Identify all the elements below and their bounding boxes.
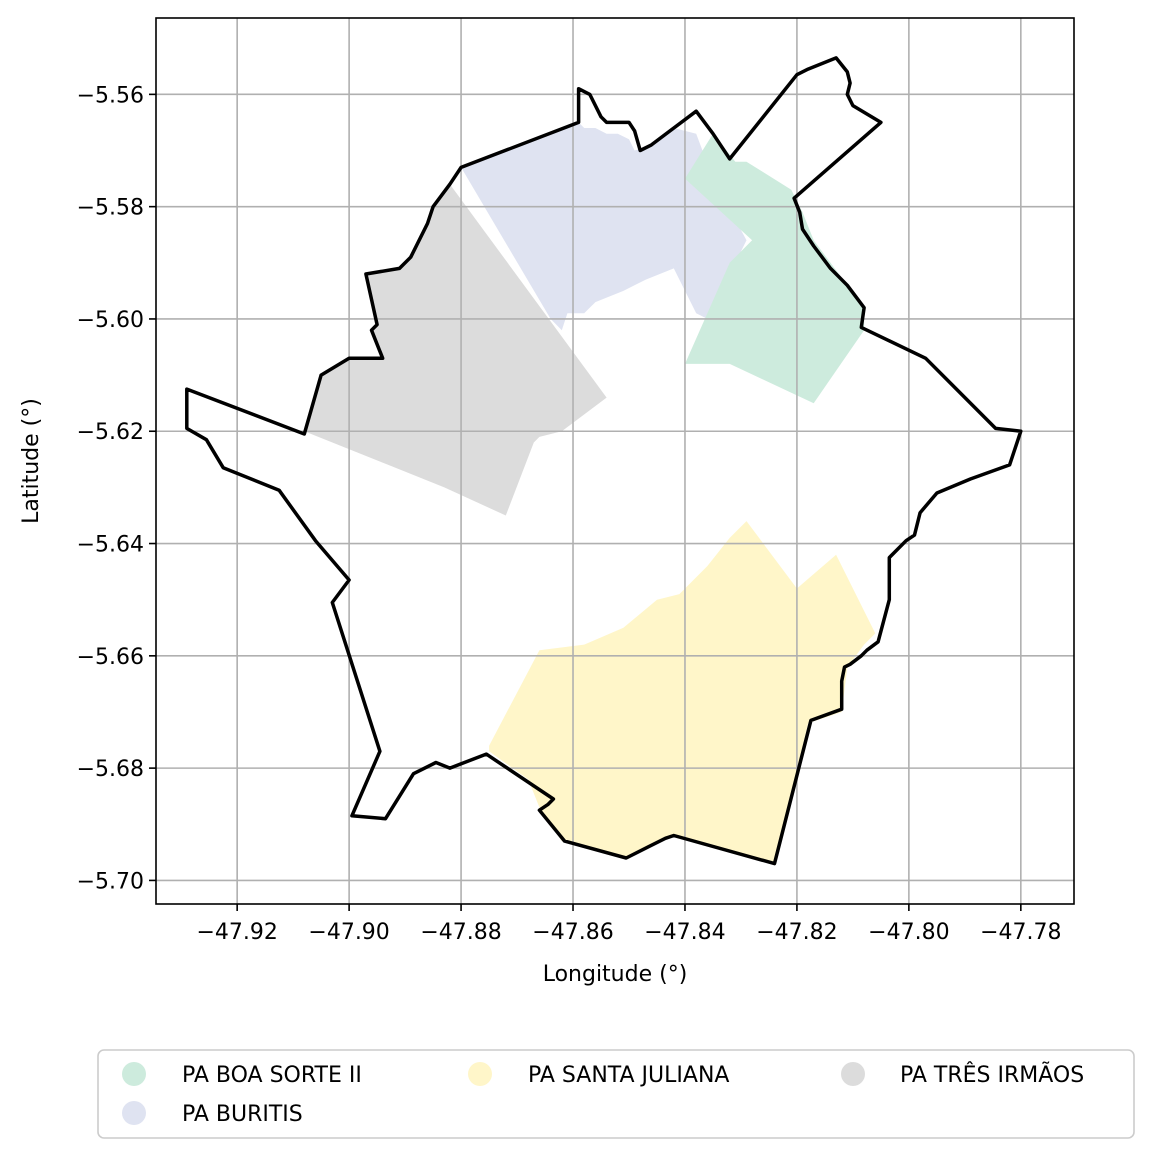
y-tick-label: −5.66 [77, 645, 144, 670]
y-tick-label: −5.60 [77, 308, 144, 333]
legend-item-boa-sorte-ii: PA BOA SORTE II [122, 1062, 362, 1088]
legend-label: PA BURITIS [182, 1102, 303, 1127]
y-tick-label: −5.56 [77, 83, 144, 108]
boundary-layer [185, 56, 1023, 866]
legend: PA BOA SORTE II PA SANTA JULIANA PA TRÊS… [97, 1049, 1135, 1139]
legend-marker [122, 1062, 146, 1086]
plot-frame [155, 17, 1075, 905]
y-tick-label: −5.58 [77, 196, 144, 221]
legend-label: PA TRÊS IRMÃOS [900, 1061, 1084, 1088]
regions-layer [304, 122, 876, 864]
y-tick-label: −5.70 [77, 869, 144, 894]
x-axis-label: Longitude (°) [543, 962, 688, 987]
x-tick-label: −47.80 [868, 920, 949, 945]
legend-marker [468, 1062, 492, 1086]
municipality-boundary [185, 56, 1023, 866]
x-tick-label: −47.92 [196, 920, 277, 945]
y-axis-label: Latitude (°) [19, 398, 44, 524]
y-tick-label: −5.64 [77, 533, 144, 558]
plot-area [155, 17, 1075, 905]
region-pa-santa-juliana [489, 521, 876, 864]
legend-marker [841, 1062, 865, 1086]
x-tick-label: −47.86 [532, 920, 613, 945]
legend-label: PA SANTA JULIANA [528, 1063, 729, 1088]
x-tick-label: −47.90 [308, 920, 389, 945]
region-pa-tres-irmaos [304, 184, 607, 516]
x-tick-label: −47.84 [644, 920, 725, 945]
legend-marker [122, 1101, 146, 1125]
region-pa-buritis [461, 122, 747, 331]
legend-box [97, 1049, 1135, 1139]
x-axis-ticks: −47.92 −47.90 −47.88 −47.86 −47.84 −47.82 −47.… [196, 904, 1062, 945]
legend-item-tres-irmaos: PA TRÊS IRMÃOS [841, 1061, 1084, 1088]
x-tick-label: −47.78 [980, 920, 1061, 945]
legend-item-buritis: PA BURITIS [122, 1101, 303, 1127]
x-tick-label: −47.88 [420, 920, 501, 945]
y-tick-label: −5.68 [77, 757, 144, 782]
region-pa-boa-sorte-ii [685, 133, 865, 404]
legend-label: PA BOA SORTE II [182, 1063, 362, 1088]
y-tick-label: −5.62 [77, 420, 144, 445]
legend-item-santa-juliana: PA SANTA JULIANA [468, 1062, 729, 1088]
x-tick-label: −47.82 [756, 920, 837, 945]
y-axis-ticks: −5.56 −5.58 −5.60 −5.62 −5.64 −5.66 −5.68 −5.70 [77, 83, 156, 894]
